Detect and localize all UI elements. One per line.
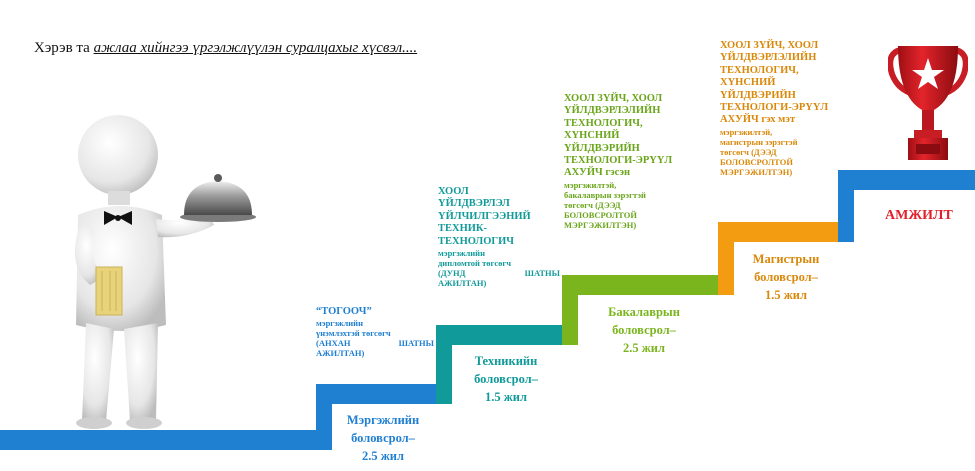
step-master-title: ХҮНСНИЙ xyxy=(720,77,776,89)
step-cook-line: АЖИЛТАН) xyxy=(316,348,365,359)
step-master-line: магистрын зэрэгтэй xyxy=(720,136,798,147)
step-technician-label: ХООЛ ҮЙЛДВЭРЛЭЛ ҮЙЛЧИЛГЭЭНИЙ ТЕХНИК- ТЕХ… xyxy=(438,186,560,288)
step-cook-line: (АНХАН ШАТНЫ xyxy=(316,338,434,349)
stair-riser-5 xyxy=(838,170,854,242)
step-bachelor-line: МЭРГЭЖИЛТЭН) xyxy=(564,219,637,230)
step-bachelor-title: ХҮНСНИЙ xyxy=(564,130,620,142)
step-bachelor-title: АХУЙЧ гэсэн xyxy=(564,167,631,179)
step-master-title: АХУЙЧ гэх мэт xyxy=(720,114,796,126)
step-master-title: ТЕХНОЛОГИ-ЭРҮҮЛ xyxy=(720,101,829,113)
trophy-star-icon xyxy=(888,46,968,160)
step-technician-title: ТЕХНОЛОГИЧ xyxy=(438,235,514,247)
education-vocational-word: боловсрол– xyxy=(351,431,415,446)
education-master-name: Магистрын xyxy=(752,252,820,266)
step-master-title: ХООЛ ЗҮЙЧ, ХООЛ xyxy=(720,40,819,51)
education-technical: Техникийн боловсрол– 1.5 жил xyxy=(452,352,560,406)
step-technician-title: ҮЙЛДВЭРЛЭЛ xyxy=(438,198,510,210)
step-bachelor-title: ТЕХНОЛОГИЧ, xyxy=(564,117,643,129)
stair-base xyxy=(0,430,320,450)
stair-step-4 xyxy=(718,222,840,242)
education-vocational-name: Мэргэжлийн xyxy=(346,413,420,427)
education-master-duration: 1.5 жил xyxy=(764,288,808,303)
step-cook-line: мэргэжлийн xyxy=(316,318,363,329)
step-technician-line: мэргэжлийн xyxy=(438,247,485,258)
waiter-figure-icon xyxy=(74,115,256,429)
success-label: АМЖИЛТ xyxy=(885,208,953,223)
stair-riser-4 xyxy=(718,222,734,295)
step-bachelor-title: ҮЙЛДВЭРИЙН xyxy=(564,142,640,154)
step-bachelor-line: төгсөгч (ДЭЭД xyxy=(564,199,621,210)
headline-prefix: Хэрэв та xyxy=(34,40,94,56)
education-vocational: Мэргэжлийн боловсрол– 2.5 жил xyxy=(332,411,434,465)
step-master-title: ТЕХНОЛОГИЧ, xyxy=(720,64,799,76)
step-bachelor-title: ТЕХНОЛОГИ-ЭРҮҮЛ xyxy=(564,154,673,166)
page-headline: Хэрэв та ажлаа хийнгээ үргэлжлүүлэн сура… xyxy=(34,40,417,57)
step-technician-title: ҮЙЛЧИЛГЭЭНИЙ xyxy=(438,210,531,222)
step-master-title: ҮЙЛДВЭРИЙН xyxy=(720,89,796,101)
step-master-label: ХООЛ ЗҮЙЧ, ХООЛ ҮЙЛДВЭРЛЭЛИЙН ТЕХНОЛОГИЧ… xyxy=(720,40,840,177)
step-technician-line: (ДУНД ШАТНЫ xyxy=(438,267,560,278)
step-technician-title: ТЕХНИК- xyxy=(438,223,488,235)
stair-step-2 xyxy=(436,325,564,345)
step-bachelor-line: мэргэжилтэй, xyxy=(564,179,617,190)
education-technical-word: боловсрол– xyxy=(474,372,538,387)
stair-step-3 xyxy=(562,275,720,295)
stair-step-1 xyxy=(316,384,438,404)
step-master-line: мэргэжилтэй, xyxy=(720,126,773,137)
step-cook-label: “ТОГООЧ” мэргэжлийн үнэмлэхтэй төгсөгч (… xyxy=(316,306,434,358)
step-master-title: ҮЙЛДВЭРЛЭЛИЙН xyxy=(720,52,817,64)
headline-emphasis: ажлаа хийнгээ үргэлжлүүлэн суралцахыг хү… xyxy=(93,40,418,56)
step-master-line: БОЛОВСРОЛТОЙ xyxy=(720,156,793,167)
stair-riser-1 xyxy=(316,384,332,450)
education-bachelor: Бакалаврын боловсрол– 2.5 жил xyxy=(580,303,708,357)
step-bachelor-title: ХООЛ ЗҮЙЧ, ХООЛ xyxy=(564,93,663,104)
stair-riser-3 xyxy=(562,275,578,345)
step-master-line: МЭРГЭЖИЛТЭН) xyxy=(720,166,793,177)
step-bachelor-title: ҮЙЛДВЭРЛЭЛИЙН xyxy=(564,105,661,117)
education-bachelor-word: боловсрол– xyxy=(612,323,676,338)
education-technical-name: Техникийн xyxy=(474,354,538,368)
step-master-line: төгсөгч (ДЭЭД xyxy=(720,146,777,157)
stair-top xyxy=(838,170,975,190)
step-bachelor-label: ХООЛ ЗҮЙЧ, ХООЛ ҮЙЛДВЭРЛЭЛИЙН ТЕХНОЛОГИЧ… xyxy=(564,93,714,230)
step-technician-line: дипломтой төгсөгч xyxy=(438,257,512,268)
education-technical-duration: 1.5 жил xyxy=(484,390,528,405)
education-vocational-duration: 2.5 жил xyxy=(361,449,405,464)
step-technician-line: АЖИЛТАН) xyxy=(438,277,487,288)
stair-riser-2 xyxy=(436,325,452,404)
education-bachelor-name: Бакалаврын xyxy=(608,305,680,319)
step-cook-line: үнэмлэхтэй төгсөгч xyxy=(316,328,391,339)
education-bachelor-duration: 2.5 жил xyxy=(622,341,666,356)
step-bachelor-line: бакалаврын зэрэгтэй xyxy=(564,189,646,200)
step-bachelor-line: БОЛОВСРОЛТОЙ xyxy=(564,209,637,220)
education-master: Магистрын боловсрол– 1.5 жил xyxy=(734,250,838,304)
education-master-word: боловсрол– xyxy=(754,270,818,285)
step-cook-title: “ТОГООЧ” xyxy=(316,306,372,317)
step-technician-title: ХООЛ xyxy=(438,186,469,197)
